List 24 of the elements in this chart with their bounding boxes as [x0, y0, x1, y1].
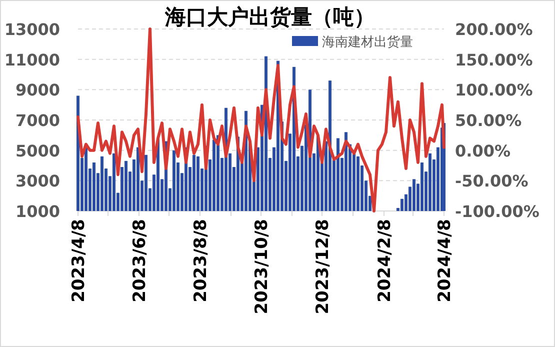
y-tick-label: 5000 [15, 141, 60, 160]
line-series [76, 28, 446, 212]
chart-title: 海口大户出货量（吨） [164, 4, 375, 29]
y2-tick-label: 200.00% [455, 20, 533, 39]
legend-label: 海南建材出货量 [322, 35, 413, 50]
x-tick-label: 2023/8/8 [191, 219, 211, 302]
x-tick-label: 2024/2/8 [375, 219, 395, 302]
x-tick-label: 2023/6/8 [130, 219, 150, 302]
y2-tick-label: -50.00% [455, 172, 528, 191]
y-tick-label: 13000 [4, 20, 60, 39]
x-tick-label: 2024/4/8 [435, 219, 455, 302]
y2-tick-label: 100.00% [455, 80, 533, 100]
y2-tick-label: 50.00% [455, 111, 522, 130]
x-tick-label: 2023/10/8 [252, 219, 272, 314]
y-tick-label: 9000 [15, 80, 60, 100]
y-tick-label: 7000 [15, 111, 60, 130]
y2-tick-label: -100.00% [455, 202, 540, 221]
y2-tick-label: 0.00% [455, 141, 511, 160]
x-tick-label: 2023/12/8 [313, 219, 333, 314]
y-tick-label: 3000 [15, 172, 60, 191]
y-tick-label: 11000 [4, 50, 60, 70]
y-tick-label: 1000 [15, 202, 60, 221]
x-tick-label: 2023/4/8 [69, 219, 89, 302]
y2-tick-label: 150.00% [455, 50, 533, 70]
